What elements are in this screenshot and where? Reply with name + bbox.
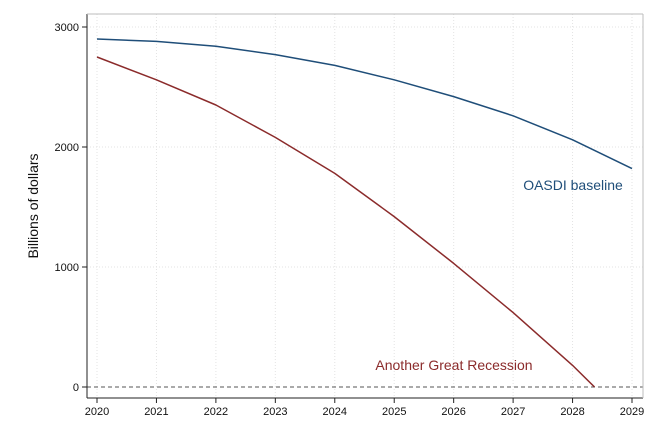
axes (86, 13, 644, 399)
x-tick-label: 2021 (144, 406, 168, 418)
x-tick-label: 2029 (620, 406, 644, 418)
gridlines (87, 14, 643, 398)
y-tick-label: 3000 (55, 22, 79, 34)
series-label-1: OASDI baseline (523, 177, 623, 193)
x-tick-label: 2020 (85, 406, 109, 418)
series-label-2: Another Great Recession (375, 357, 532, 373)
x-tick-label: 2028 (560, 406, 584, 418)
x-tick-label: 2027 (501, 406, 525, 418)
series-line-2 (96, 56, 596, 388)
x-tick-label: 2022 (204, 406, 228, 418)
y-axis-title: Billions of dollars (25, 153, 41, 258)
y-axis-ticks: 0 1000 2000 3000 (55, 22, 87, 394)
series-lines (96, 38, 633, 388)
y-tick-label: 0 (73, 382, 79, 394)
series-labels: OASDI baseline Another Great Recession (375, 177, 623, 373)
x-axis-ticks: 2020 2021 2022 2023 2024 2025 2026 2027 2028 2029 (85, 398, 644, 418)
y-tick-label: 1000 (55, 262, 79, 274)
x-tick-label: 2025 (382, 406, 406, 418)
x-tick-label: 2026 (441, 406, 465, 418)
y-tick-label: 2000 (55, 142, 79, 154)
x-tick-label: 2024 (323, 406, 347, 418)
series-line-1 (96, 38, 633, 170)
x-tick-label: 2023 (263, 406, 287, 418)
